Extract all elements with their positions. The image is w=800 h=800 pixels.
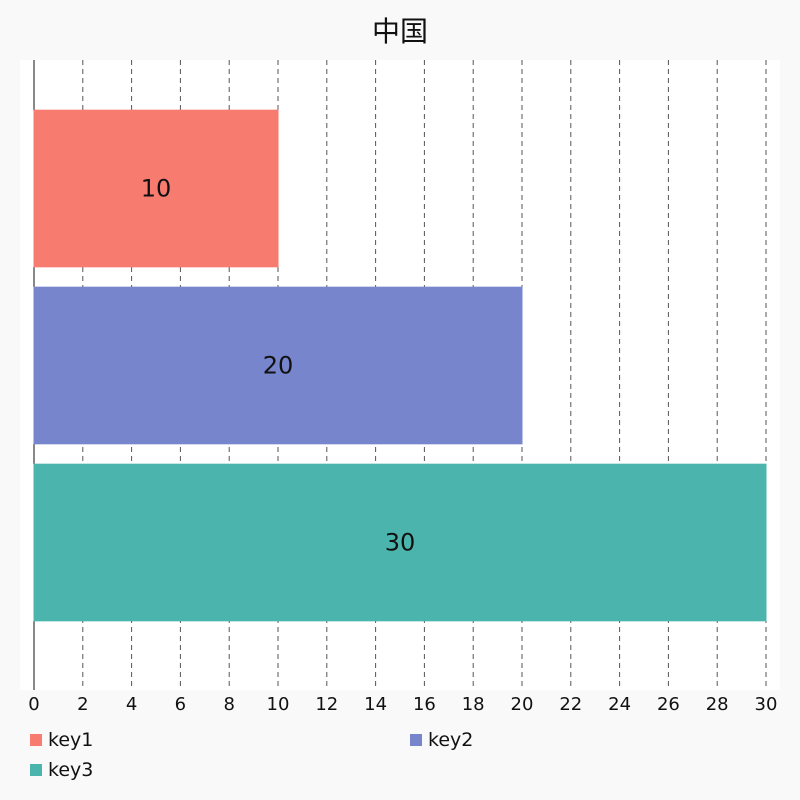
- data-label: 20: [263, 352, 294, 380]
- x-tick-label: 22: [559, 694, 582, 715]
- x-tick-label: 10: [267, 694, 290, 715]
- bar-key1: [33, 109, 279, 268]
- data-label: 10: [141, 175, 172, 203]
- legend-item-key1: key1: [30, 728, 93, 752]
- x-tick-label: 16: [413, 694, 436, 715]
- legend: key1 key2 key3: [30, 728, 790, 792]
- x-tick-label: 28: [706, 694, 729, 715]
- legend-swatch: [30, 734, 42, 746]
- chart-title: 中国: [371, 15, 428, 48]
- x-tick-label: 2: [77, 694, 88, 715]
- legend-label: key1: [48, 729, 94, 751]
- x-tick-label: 24: [608, 694, 631, 715]
- x-tick-label: 14: [364, 694, 387, 715]
- data-label: 30: [385, 529, 416, 557]
- bar-key3: [33, 463, 767, 622]
- legend-label: key2: [428, 729, 474, 751]
- x-tick-label: 6: [175, 694, 186, 715]
- x-tick-label: 12: [315, 694, 338, 715]
- legend-item-key2: key2: [410, 728, 473, 752]
- x-tick-label: 0: [28, 694, 39, 715]
- bar-key2: [33, 286, 523, 445]
- legend-swatch: [410, 734, 422, 746]
- x-tick-label: 20: [511, 694, 534, 715]
- x-tick-label: 18: [462, 694, 485, 715]
- x-tick-label: 30: [755, 694, 778, 715]
- legend-swatch: [30, 764, 42, 776]
- x-tick-label: 26: [657, 694, 680, 715]
- x-tick-label: 4: [126, 694, 137, 715]
- x-tick-label: 8: [223, 694, 234, 715]
- legend-label: key3: [48, 759, 94, 781]
- legend-item-key3: key3: [30, 758, 93, 782]
